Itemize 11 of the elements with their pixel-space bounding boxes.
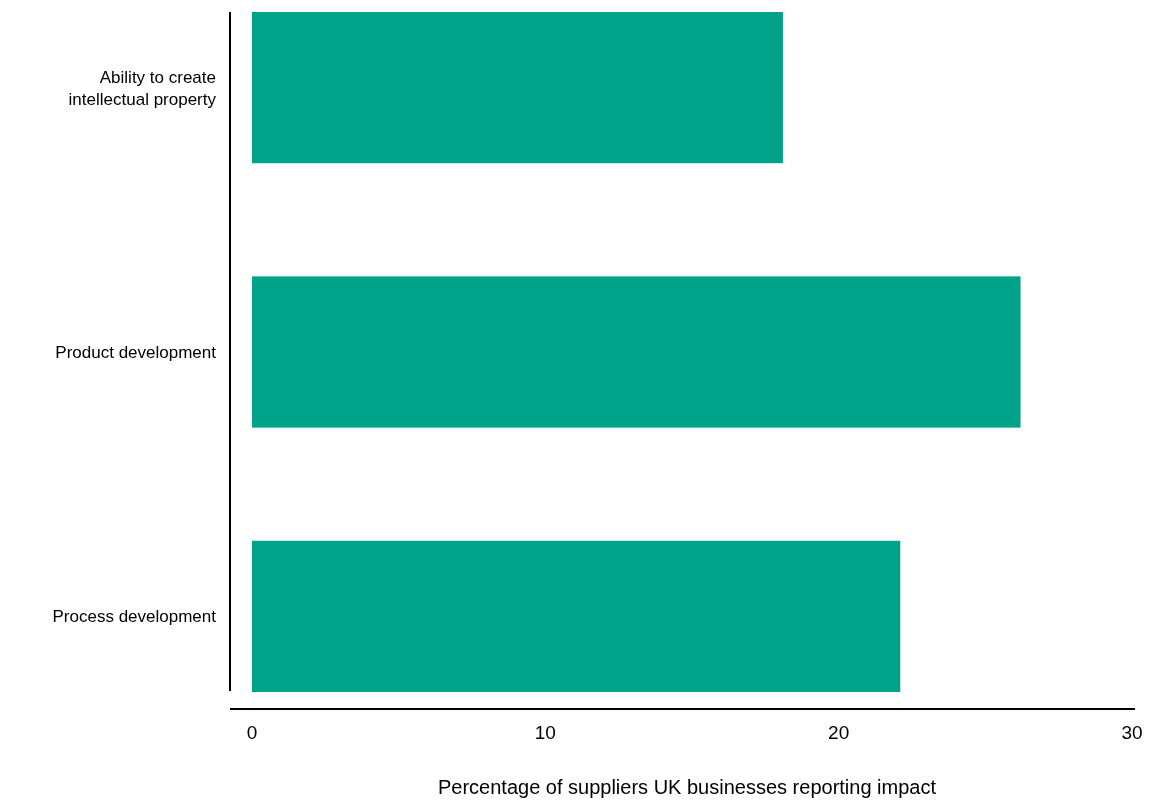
- y-tick-label: Product development: [55, 343, 217, 362]
- x-axis-title: Percentage of suppliers UK businesses reporting impact: [437, 776, 937, 798]
- x-tick-label: 0: [246, 722, 258, 743]
- x-tick-label: 30: [1121, 722, 1143, 743]
- x-tick-label: 20: [828, 722, 850, 743]
- y-tick-label: Ability to create intellectual property: [68, 67, 217, 109]
- y-tick-label: Process development: [52, 607, 217, 627]
- bar: [252, 12, 783, 164]
- x-tick-label: 10: [534, 722, 556, 743]
- bar: [252, 276, 1021, 428]
- bar: [252, 540, 901, 692]
